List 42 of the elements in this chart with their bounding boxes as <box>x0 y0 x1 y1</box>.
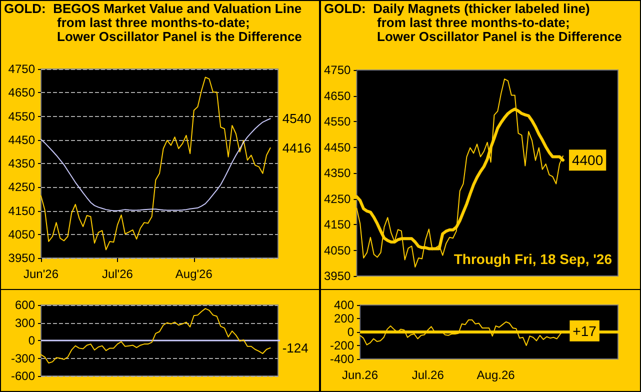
y-tick-label: 4150 <box>324 218 352 232</box>
y-tick-label: 4650 <box>324 88 352 103</box>
x-tick-label: Jun'26 <box>24 267 59 281</box>
y-tick-label: 400 <box>334 298 354 312</box>
y-tick-label: -600 <box>10 369 36 383</box>
y-tick-label: 4650 <box>8 86 36 100</box>
y-tick-label: 0 <box>347 325 354 339</box>
annotation: Through Fri, 18 Sep, '26 <box>454 251 612 267</box>
x-tick-label: Aug'26 <box>175 267 213 281</box>
y-tick-label: 0 <box>28 334 36 348</box>
data-label: 4400 <box>572 152 604 168</box>
y-tick-label: 4250 <box>8 180 36 194</box>
y-tick-label: 300 <box>14 316 36 330</box>
y-tick-label: 4050 <box>324 243 352 258</box>
x-tick-label: Jul.26 <box>412 368 444 382</box>
y-tick-label: -400 <box>330 352 354 366</box>
y-tick-label: 4450 <box>8 132 36 147</box>
x-tick-label: Aug.26 <box>476 368 516 382</box>
y-tick-label: -200 <box>330 338 354 352</box>
y-tick-label: 4150 <box>8 204 36 218</box>
y-tick-label: 4050 <box>8 227 36 242</box>
y-tick-label: -300 <box>10 351 36 366</box>
chart-title: GOLD: BEGOS Market Value and Valuation Line from last three months-to-date; Lower Oscillator Panel is the Difference <box>4 1 302 44</box>
y-tick-label: 600 <box>14 298 36 312</box>
y-tick-label: 3950 <box>324 269 352 283</box>
data-label: 4540 <box>282 111 312 126</box>
y-tick-label: 4350 <box>324 166 352 180</box>
y-tick-label: 4550 <box>8 109 36 124</box>
y-tick-label: 200 <box>334 312 354 326</box>
x-tick-label: Jun.26 <box>342 368 378 382</box>
y-tick-label: 4250 <box>324 192 352 206</box>
y-tick-label: 4750 <box>324 63 352 77</box>
y-tick-label: 4350 <box>8 156 36 170</box>
chart-title: GOLD: Daily Magnets (thicker labeled line) from last three months-to-date; Lower Oscillator Panel is the Difference <box>324 1 622 44</box>
y-tick-label: 4550 <box>324 114 352 128</box>
x-tick-label: Jul'26 <box>102 267 134 281</box>
y-tick-label: 3950 <box>8 251 36 265</box>
y-tick-label: 4750 <box>8 62 36 76</box>
data-label: -124 <box>282 340 308 356</box>
data-label: 4416 <box>282 140 312 156</box>
y-tick-label: 4450 <box>324 140 352 154</box>
data-label: +17 <box>572 322 597 339</box>
